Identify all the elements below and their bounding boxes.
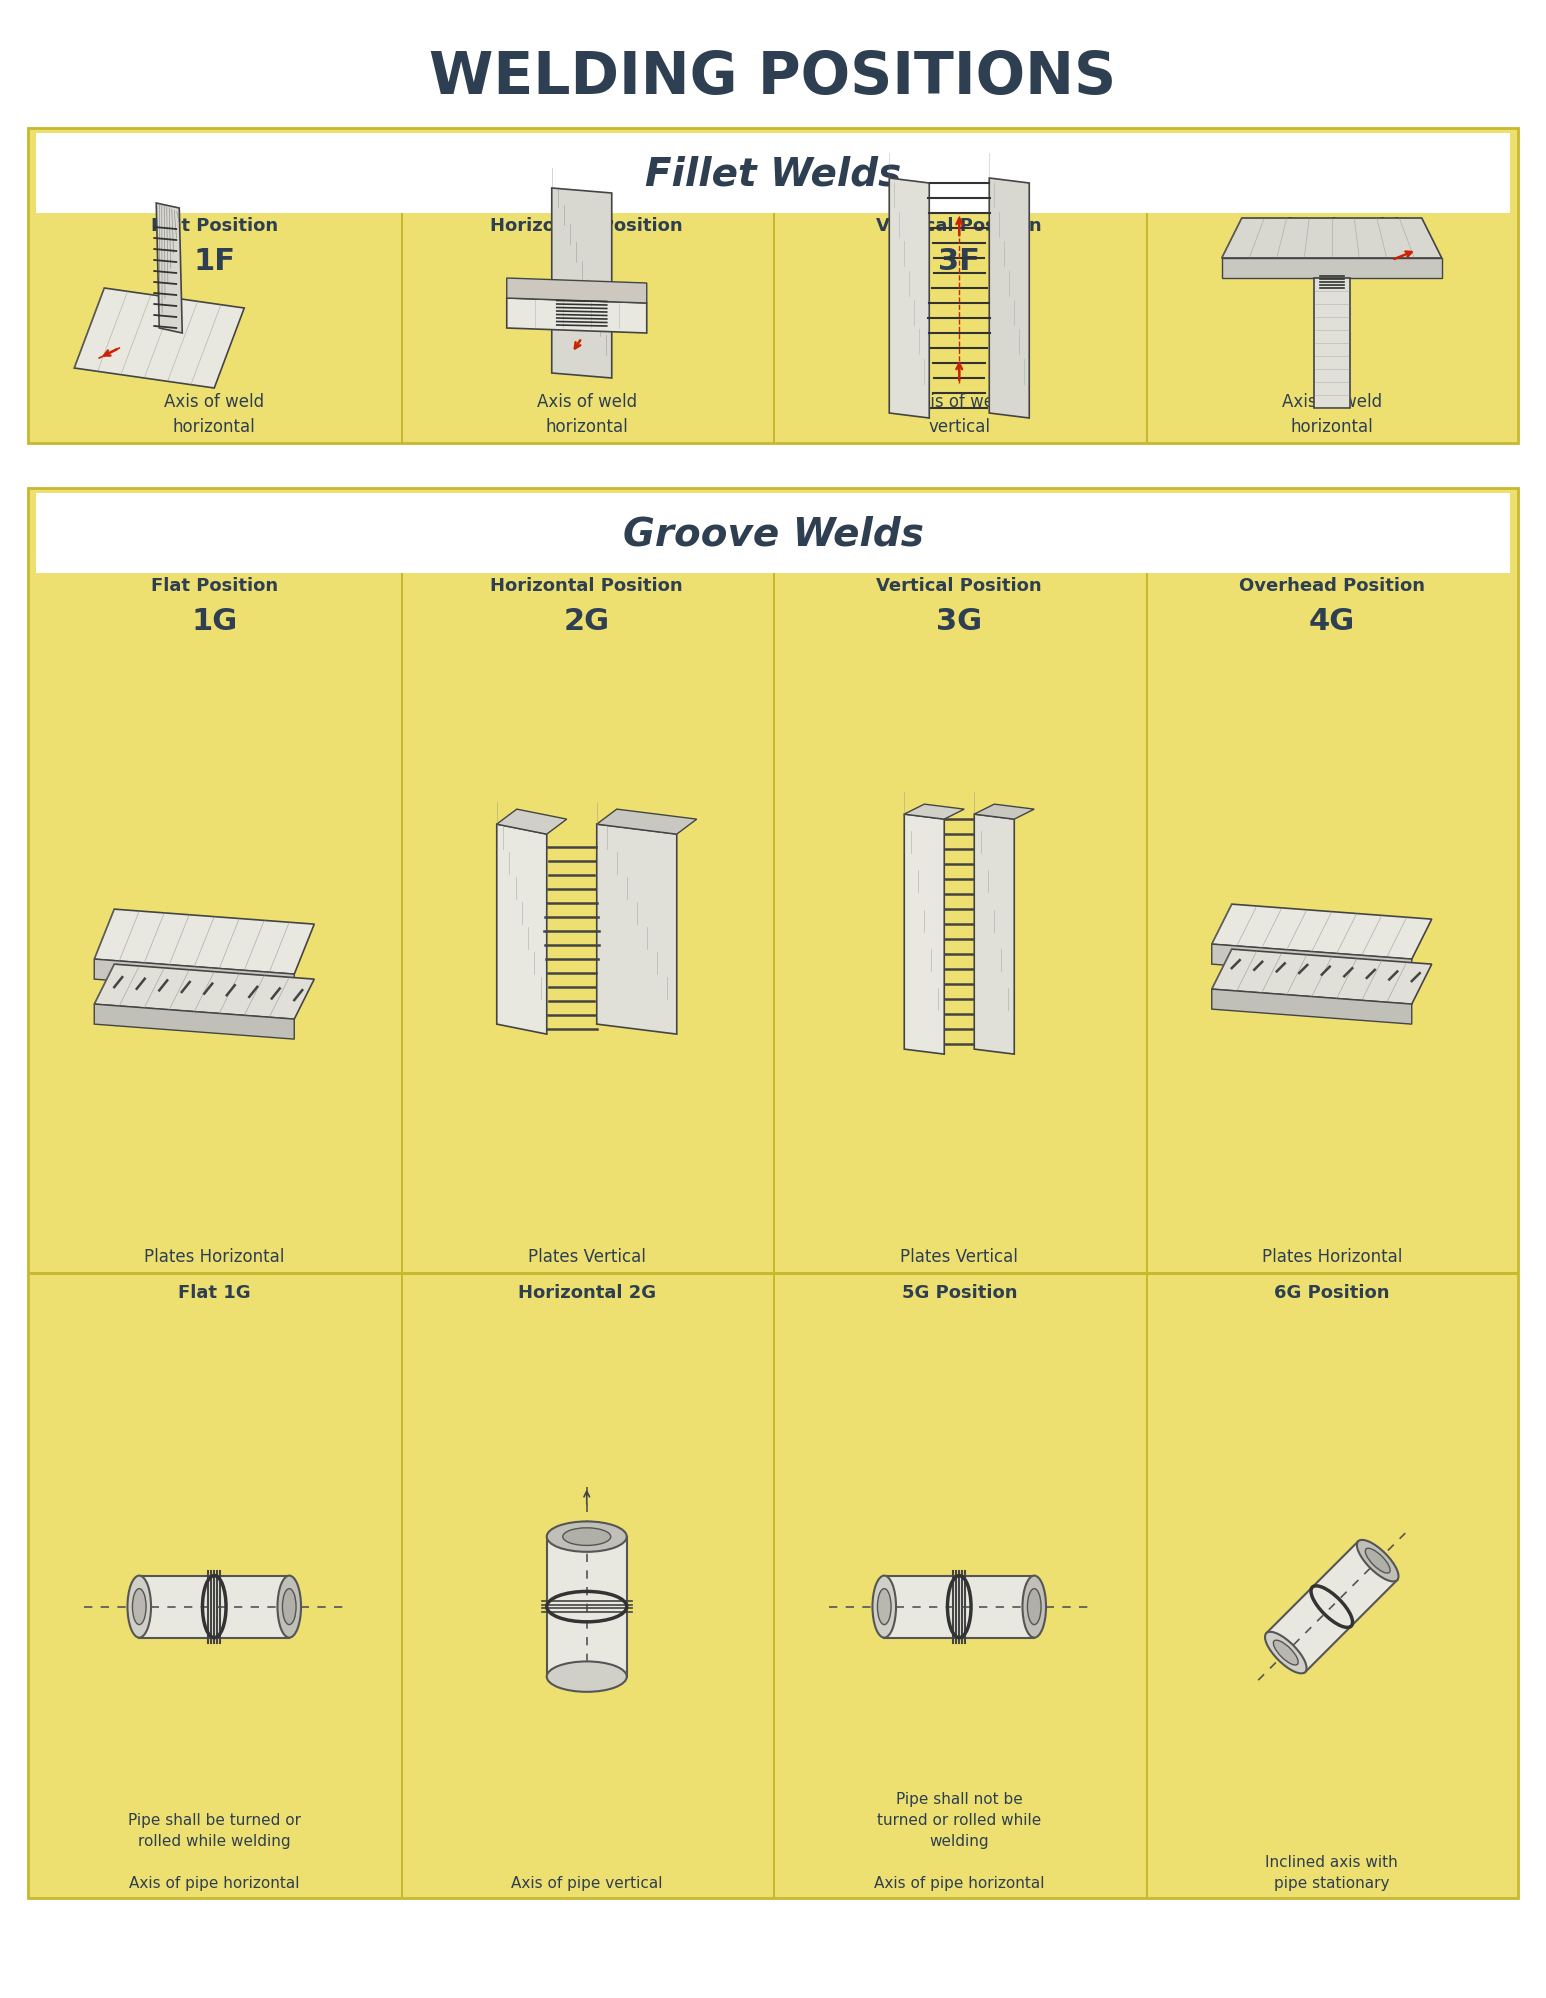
Text: Inclined axis with
pipe stationary: Inclined axis with pipe stationary [1265, 1854, 1398, 1890]
Text: Pipe shall be turned or
rolled while welding

Axis of pipe horizontal: Pipe shall be turned or rolled while wel… [128, 1812, 301, 1890]
Ellipse shape [277, 1576, 301, 1638]
Text: Plates Horizontal: Plates Horizontal [144, 1247, 284, 1265]
Ellipse shape [547, 1662, 626, 1692]
Text: Groove Welds: Groove Welds [623, 515, 923, 553]
Text: Horizontal Position: Horizontal Position [490, 218, 683, 236]
Ellipse shape [1365, 1548, 1390, 1572]
Polygon shape [507, 300, 646, 334]
Ellipse shape [1022, 1576, 1047, 1638]
Polygon shape [496, 809, 567, 835]
Text: Plates Vertical: Plates Vertical [527, 1247, 646, 1265]
Ellipse shape [1028, 1588, 1040, 1624]
Ellipse shape [283, 1588, 297, 1624]
Polygon shape [1221, 220, 1442, 260]
Bar [36, 134, 1510, 214]
Polygon shape [1212, 905, 1432, 959]
Bar [28, 1273, 1518, 1275]
Text: Fillet Welds: Fillet Welds [645, 156, 901, 194]
Bar [1146, 214, 1147, 444]
Polygon shape [496, 825, 547, 1035]
Polygon shape [94, 959, 294, 995]
Bar [773, 573, 775, 1898]
Ellipse shape [1357, 1540, 1399, 1582]
Ellipse shape [133, 1588, 145, 1624]
Bar [773, 214, 775, 444]
Bar [400, 214, 402, 444]
Text: Overhead Position: Overhead Position [1238, 577, 1425, 595]
Polygon shape [94, 965, 314, 1019]
Ellipse shape [127, 1576, 152, 1638]
Text: Plates Horizontal: Plates Horizontal [1262, 1247, 1402, 1265]
Polygon shape [1212, 945, 1411, 979]
Ellipse shape [547, 1522, 626, 1552]
Text: Flat Position: Flat Position [150, 218, 278, 236]
Polygon shape [94, 1005, 294, 1039]
Polygon shape [507, 280, 646, 304]
Text: Flat Position: Flat Position [150, 577, 278, 595]
Text: Axis of weld
horizontal: Axis of weld horizontal [164, 394, 264, 436]
Ellipse shape [1274, 1640, 1299, 1664]
Ellipse shape [1265, 1632, 1306, 1674]
Polygon shape [904, 815, 945, 1055]
Text: Axis of weld
horizontal: Axis of weld horizontal [536, 394, 637, 436]
Text: Pipe shall not be
turned or rolled while
welding

Axis of pipe horizontal: Pipe shall not be turned or rolled while… [873, 1790, 1045, 1890]
Ellipse shape [563, 1528, 611, 1546]
Polygon shape [552, 190, 612, 380]
Text: 3G: 3G [937, 607, 982, 635]
Polygon shape [597, 809, 697, 835]
Text: 5G Position: 5G Position [901, 1283, 1017, 1301]
Ellipse shape [872, 1576, 897, 1638]
Bar [28, 130, 1518, 444]
Polygon shape [1212, 989, 1411, 1025]
Polygon shape [1314, 280, 1350, 410]
Text: 1G: 1G [192, 607, 238, 635]
Bar [884, 1576, 1034, 1638]
Text: 2G: 2G [564, 607, 609, 635]
Text: Axis of weld
horizontal: Axis of weld horizontal [1282, 394, 1382, 436]
Text: Horizontal 2G: Horizontal 2G [518, 1283, 656, 1301]
Polygon shape [1212, 949, 1432, 1005]
Text: Horizontal Position: Horizontal Position [490, 577, 683, 595]
Text: Flat 1G: Flat 1G [178, 1283, 250, 1301]
Text: 6G Position: 6G Position [1274, 1283, 1390, 1301]
Text: Axis of weld
vertical: Axis of weld vertical [909, 394, 1010, 436]
Text: WELDING POSITIONS: WELDING POSITIONS [430, 50, 1116, 106]
Text: 4G: 4G [1308, 607, 1354, 635]
Bar [547, 1536, 626, 1676]
Polygon shape [904, 805, 965, 819]
Bar [28, 490, 1518, 1898]
Polygon shape [974, 815, 1014, 1055]
Text: Overhead Position: Overhead Position [1238, 218, 1425, 236]
Bar [1146, 573, 1147, 1898]
Text: 2F: 2F [566, 248, 608, 276]
Bar [400, 573, 402, 1898]
Text: Vertical Position: Vertical Position [877, 577, 1042, 595]
Polygon shape [1266, 1540, 1398, 1672]
Polygon shape [597, 825, 677, 1035]
Polygon shape [889, 180, 929, 420]
Text: Vertical Position: Vertical Position [877, 218, 1042, 236]
Text: 4F: 4F [1311, 248, 1353, 276]
Bar [139, 1576, 289, 1638]
Polygon shape [974, 805, 1034, 819]
Polygon shape [1221, 260, 1442, 280]
Text: Plates Vertical: Plates Vertical [900, 1247, 1019, 1265]
Text: Axis of pipe vertical: Axis of pipe vertical [512, 1874, 663, 1890]
Polygon shape [156, 204, 182, 334]
Text: 3F: 3F [938, 248, 980, 276]
Polygon shape [74, 290, 244, 390]
Polygon shape [989, 180, 1030, 420]
Polygon shape [94, 909, 314, 975]
Bar [36, 494, 1510, 573]
Text: 1F: 1F [193, 248, 235, 276]
Ellipse shape [878, 1588, 890, 1624]
